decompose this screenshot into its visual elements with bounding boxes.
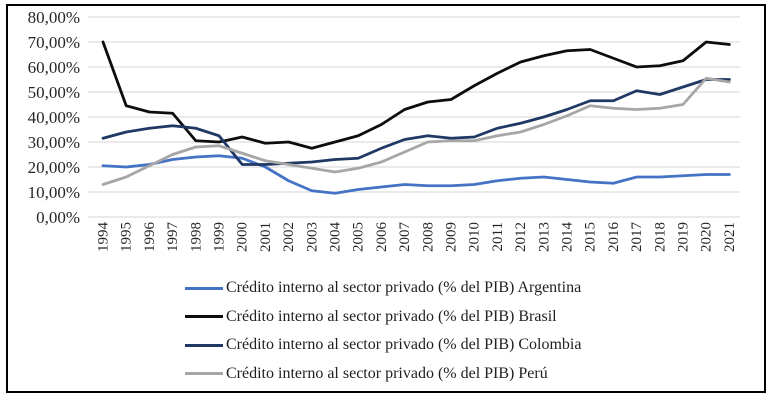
x-tick-label: 2001: [258, 222, 274, 252]
gridlines: [88, 16, 740, 218]
x-tick-label: 2015: [583, 222, 599, 252]
x-tick-label: 2013: [536, 222, 552, 252]
series-line-peru: [101, 76, 731, 186]
series-line-brasil: [101, 40, 731, 150]
legend-label-peru: Crédito interno al sector privado (% del…: [226, 364, 548, 382]
chart-legend: Crédito interno al sector privado (% del…: [185, 274, 581, 388]
legend-line-marker-colombia: [185, 343, 223, 347]
x-tick-label: 2007: [397, 222, 413, 253]
line-chart: 80,00% 70,00% 60,00% 50,00% 40,00% 30,00% 20,0…: [28, 8, 740, 253]
x-tick-label: 2000: [235, 222, 251, 252]
x-tick-label: 2019: [676, 222, 692, 252]
series-line-colombia: [101, 78, 731, 166]
legend-item-brasil: Crédito interno al sector privado (% del…: [185, 303, 581, 332]
y-tick-label: 40,00%: [28, 108, 80, 127]
x-tick-label: 1995: [119, 222, 135, 252]
y-tick-label: 60,00%: [28, 58, 80, 77]
x-tick-label: 2010: [467, 222, 483, 252]
x-tick-label: 2021: [722, 222, 738, 252]
x-tick-label: 2005: [351, 222, 367, 252]
x-tick-label: 1996: [142, 222, 158, 253]
y-axis-labels: 80,00% 70,00% 60,00% 50,00% 40,00% 30,00% 20,0…: [28, 8, 80, 227]
x-tick-label: 2017: [629, 222, 645, 253]
y-tick-label: 30,00%: [28, 133, 80, 152]
x-tick-label: 1999: [212, 222, 228, 252]
chart-frame: 80,00% 70,00% 60,00% 50,00% 40,00% 30,00% 20,0…: [6, 4, 766, 393]
legend-label-colombia: Crédito interno al sector privado (% del…: [226, 336, 582, 354]
x-tick-label: 2020: [699, 222, 715, 252]
y-tick-label: 50,00%: [28, 83, 80, 102]
x-tick-label: 2009: [444, 222, 460, 252]
x-axis-labels: 1994 1995 1996 1997 1998 1999 2000 2001 2002 2003…: [96, 222, 738, 253]
x-tick-label: 1998: [188, 222, 204, 252]
legend-line-marker-argentina: [185, 286, 223, 290]
x-tick-label: 2002: [281, 222, 297, 252]
x-tick-label: 2004: [328, 222, 344, 253]
y-tick-label: 0,00%: [36, 208, 80, 227]
y-tick-label: 20,00%: [28, 158, 80, 177]
x-tick-label: 2003: [304, 222, 320, 252]
x-tick-label: 2011: [490, 222, 506, 251]
y-tick-label: 70,00%: [28, 33, 80, 52]
legend-item-peru: Crédito interno al sector privado (% del…: [185, 360, 581, 389]
series-line-argentina: [101, 154, 731, 195]
x-tick-label: 2006: [374, 222, 390, 253]
x-tick-label: 2014: [560, 222, 576, 253]
series-lines: [101, 40, 731, 195]
x-tick-label: 1994: [96, 222, 112, 253]
x-tick-label: 2008: [420, 222, 436, 252]
y-tick-label: 80,00%: [28, 8, 80, 27]
legend-label-argentina: Crédito interno al sector privado (% del…: [226, 279, 582, 297]
x-tick-label: 1997: [165, 222, 181, 253]
legend-line-marker-peru: [185, 372, 223, 376]
x-tick-label: 2016: [606, 222, 622, 253]
legend-item-colombia: Crédito interno al sector privado (% del…: [185, 331, 581, 360]
x-tick-label: 2012: [513, 222, 529, 252]
y-tick-label: 10,00%: [28, 183, 80, 202]
x-tick-label: 2018: [652, 222, 668, 252]
legend-item-argentina: Crédito interno al sector privado (% del…: [185, 274, 581, 303]
legend-line-marker-brasil: [185, 315, 223, 319]
legend-label-brasil: Crédito interno al sector privado (% del…: [226, 307, 557, 325]
